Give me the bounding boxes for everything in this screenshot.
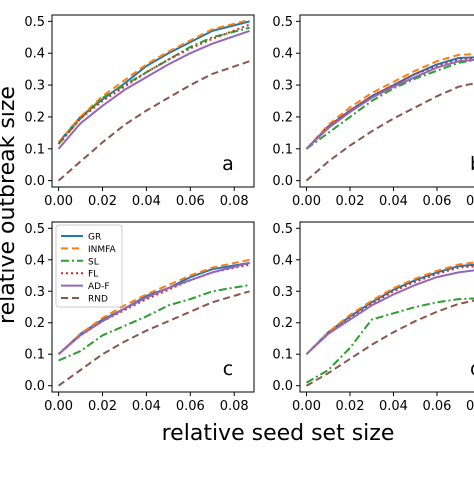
x-tick-label: 0.04: [132, 399, 161, 414]
series-line-inmfa: [307, 53, 474, 149]
x-tick-label: 0.06: [176, 399, 205, 414]
y-tick-label: 0.5: [24, 222, 45, 237]
x-tick-label: 0.06: [422, 194, 451, 209]
y-tick-label: 0.3: [272, 285, 293, 300]
x-tick-label: 0.02: [88, 194, 117, 209]
panel-label: b: [470, 153, 474, 175]
y-tick-label: 0.3: [24, 285, 45, 300]
panel-a: 0.0 0.1 0.2 0.3 0.4 0.5 0.00 0.02 0.04 0.06 0.08 a: [24, 15, 254, 209]
x-tick-label: 0.04: [132, 194, 161, 209]
series-line-ad-f: [307, 268, 474, 355]
legend-label-fl: FL: [88, 270, 98, 280]
y-tick-label: 0.2: [24, 110, 45, 125]
x-tick-label: 0.02: [336, 194, 365, 209]
y-tick-label: 0.0: [24, 174, 45, 189]
x-tick-label: 0.08: [466, 194, 474, 209]
panel-b: 0.0 0.1 0.2 0.3 0.4 0.5 0.00 0.02 0.04 0.06 0.08 b: [272, 15, 474, 209]
x-tick-label: 0.08: [466, 399, 474, 414]
series-line-ad-f: [307, 58, 474, 149]
panel-label: d: [470, 358, 474, 380]
x-tick-label: 0.00: [44, 194, 73, 209]
y-tick-label: 0.0: [272, 379, 293, 394]
series-line-fl: [59, 25, 250, 144]
y-tick-label: 0.1: [24, 142, 45, 157]
y-tick-label: 0.1: [24, 348, 45, 363]
y-tick-label: 0.4: [272, 253, 293, 268]
y-tick-label: 0.0: [272, 174, 293, 189]
y-tick-label: 0.4: [272, 47, 293, 62]
series-line-fl: [307, 56, 474, 148]
x-tick-label: 0.02: [336, 399, 365, 414]
series-line-rnd: [307, 79, 474, 181]
x-tick-label: 0.00: [292, 194, 321, 209]
y-tick-label: 0.5: [272, 15, 293, 30]
y-tick-label: 0.2: [272, 316, 293, 331]
y-tick-label: 0.3: [272, 79, 293, 94]
y-axis-title: relative outbreak size: [0, 86, 20, 324]
series-line-fl: [307, 265, 474, 355]
x-tick-label: 0.08: [220, 194, 249, 209]
y-tick-label: 0.4: [24, 47, 45, 62]
legend-label-ad-f: AD-F: [88, 282, 110, 292]
x-tick-label: 0.00: [44, 399, 73, 414]
y-tick-label: 0.0: [24, 379, 45, 394]
y-tick-label: 0.5: [272, 222, 293, 237]
series-line-sl: [307, 298, 474, 383]
series-line-rnd: [307, 296, 474, 386]
x-tick-label: 0.06: [176, 194, 205, 209]
x-tick-label: 0.00: [292, 399, 321, 414]
legend-label-rnd: RND: [88, 295, 108, 305]
x-axis-title: relative seed set size: [162, 421, 395, 446]
x-tick-label: 0.08: [220, 399, 249, 414]
series-line-sl: [59, 28, 250, 144]
legend: GR INMFA SL FL AD-F RND: [56, 225, 122, 307]
panel-frame: [300, 15, 474, 187]
x-tick-label: 0.06: [422, 399, 451, 414]
panel-label: c: [223, 358, 233, 380]
y-tick-label: 0.2: [24, 316, 45, 331]
legend-label-gr: GR: [88, 233, 101, 243]
y-tick-label: 0.3: [24, 79, 45, 94]
x-tick-label: 0.02: [88, 399, 117, 414]
panel-c: 0.0 0.1 0.2 0.3 0.4 0.5 0.00 0.02 0.04 0.06 0.08 c G…: [24, 222, 254, 414]
panel-frame: [300, 222, 474, 392]
series-line-gr: [59, 21, 250, 142]
legend-label-inmfa: INMFA: [88, 245, 117, 255]
x-tick-label: 0.04: [379, 194, 408, 209]
y-tick-label: 0.1: [272, 348, 293, 363]
panel-d: 0.0 0.1 0.2 0.3 0.4 0.5 0.00 0.02 0.04 0.06 0.08 d: [272, 222, 474, 414]
series-line-gr: [307, 263, 474, 354]
x-tick-label: 0.04: [379, 399, 408, 414]
panel-label: a: [222, 153, 234, 175]
series-line-sl: [307, 56, 474, 148]
series-line-gr: [307, 56, 474, 148]
y-tick-label: 0.5: [24, 15, 45, 30]
y-tick-label: 0.4: [24, 253, 45, 268]
series-line-rnd: [59, 61, 250, 180]
y-tick-label: 0.2: [272, 110, 293, 125]
y-tick-label: 0.1: [272, 142, 293, 157]
series-line-ad-f: [59, 31, 250, 149]
legend-label-sl: SL: [88, 257, 99, 267]
series-line-inmfa: [59, 20, 250, 143]
